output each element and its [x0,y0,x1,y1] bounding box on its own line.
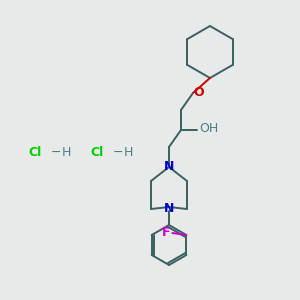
Text: Cl: Cl [29,146,42,158]
Text: −: − [51,146,61,158]
Text: N: N [164,160,174,172]
Text: H: H [61,146,71,158]
Text: −: − [113,146,123,158]
Text: N: N [164,202,174,214]
Text: O: O [194,86,204,100]
Text: F: F [162,226,171,238]
Text: H: H [123,146,133,158]
Text: Cl: Cl [91,146,104,158]
Text: OH: OH [200,122,219,136]
